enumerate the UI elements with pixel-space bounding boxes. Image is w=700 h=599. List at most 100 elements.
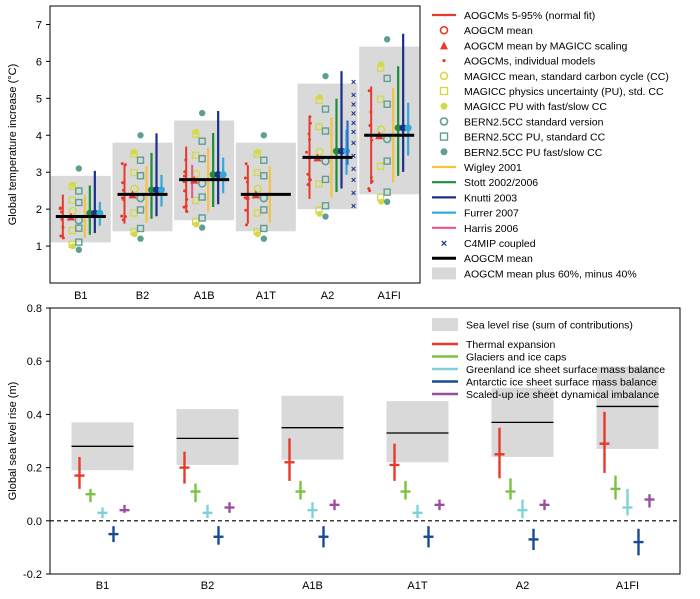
furrer-2007-mean-b1 <box>96 209 104 217</box>
y-tick-label: 0.6 <box>27 356 42 368</box>
individual-model-dot <box>367 89 371 93</box>
magicc-fastslow-b2 <box>131 148 138 155</box>
x-tick-label-a1fi: A1FI <box>378 290 401 302</box>
y-tick-label: 3 <box>36 167 42 179</box>
range-box-b2 <box>112 142 173 232</box>
y-tick-label: 2 <box>36 204 42 216</box>
bern-fastslow-low-a2 <box>322 213 329 220</box>
individual-model-dot <box>370 138 374 142</box>
c4mip-cross: × <box>351 90 356 100</box>
sea-level-panel: -0.2 0.0 0.2 0.4 0.6 0.8 Global sea level rise… <box>7 303 681 592</box>
legend-symbol-magicc-pu-with-fast-slow-cc <box>440 102 448 110</box>
individual-model-dot <box>185 197 189 201</box>
magicc-mean-a2 <box>315 147 324 157</box>
y-tick-label: 0.8 <box>27 303 42 315</box>
plot-frame <box>49 5 421 284</box>
magicc-fastslow-b2 <box>131 231 138 238</box>
magicc-fastslow-a1fi <box>378 61 385 68</box>
magicc-mean-a1fi <box>376 125 386 135</box>
bern-pu-b1 <box>75 187 83 195</box>
magicc-pu-a2 <box>315 122 323 131</box>
individual-model-dot <box>123 215 127 219</box>
bern-pu-a1fi <box>383 188 391 196</box>
y-tick-label: 0.4 <box>27 409 42 421</box>
bern-fastslow-high-a1t <box>260 132 268 139</box>
bern-fastslow-high-b1 <box>75 165 83 172</box>
legend-label-magicc-mean-standard-carbon-cycle-cc: MAGICC mean, standard carbon cycle (CC) <box>464 71 669 83</box>
bern-pu-a2 <box>321 105 330 113</box>
c4mip-cross: × <box>351 109 356 119</box>
bern-fastslow-high-a2 <box>322 72 329 80</box>
magicc-pu-a1fi <box>376 95 385 103</box>
bern-pu-a2 <box>321 127 330 135</box>
individual-model-dot <box>306 183 310 187</box>
individual-model-dot <box>121 218 125 222</box>
bern-pu-a1b <box>198 137 206 145</box>
legend-symbol-sea-level-sum <box>432 318 458 331</box>
bern-pu-a1fi <box>383 74 391 83</box>
bern-pu-a1t <box>260 224 268 233</box>
individual-model-dot <box>184 158 188 162</box>
furrer-2007-mean-b2 <box>158 186 165 194</box>
individual-model-dot <box>120 214 124 218</box>
legend-label-aogcm-mean: AOGCM mean <box>464 25 533 37</box>
legend-label-aogcms-individual-models: AOGCMs, individual models <box>464 56 595 68</box>
magicc-pu-a2 <box>315 180 323 188</box>
legend-symbol-aogcm-mean-plus-60-minus-40 <box>432 267 456 280</box>
individual-model-dot <box>369 110 373 114</box>
x-tick-label-a1t: A1T <box>407 580 427 592</box>
temperature-legend: AOGCMs 5-95% (normal fit) AOGCM mean AOGCM… <box>432 10 669 280</box>
legend-label-bern2-5cc-pu-standard-cc: BERN2.5CC PU, standard CC <box>464 132 606 144</box>
magicc-fastslow-b1 <box>69 181 76 188</box>
bern-pu-a1t <box>260 206 268 214</box>
legend-label-harris-2006: Harris 2006 <box>464 223 518 235</box>
legend-label-sea-level-sum: Sea level rise (sum of contributions) <box>466 320 633 332</box>
individual-model-dot <box>185 209 189 213</box>
legend-label-aogcm-mean-plus-60-minus-40: AOGCM mean plus 60%, minus 40% <box>464 268 637 280</box>
knutti-2003-mean-b2 <box>153 186 160 194</box>
x-tick-label-a1t: A1T <box>256 290 276 302</box>
magicc-fastslow-a2 <box>316 94 323 101</box>
bern-pu-a2 <box>321 202 330 210</box>
bern-fastslow-low-b2 <box>137 235 144 242</box>
bern-pu-b2 <box>136 172 145 180</box>
bern-pu-a1b <box>198 214 206 222</box>
legend-symbol-bern2-5cc-standard-version <box>439 117 449 126</box>
bern-pu-a1b <box>198 193 206 201</box>
individual-model-dot <box>182 174 186 178</box>
range-box-a1fi <box>359 46 420 195</box>
individual-model-dot <box>61 236 65 240</box>
x-tick-label-a1fi: A1FI <box>616 580 639 592</box>
knutti-2003-mean-a2 <box>338 147 345 155</box>
individual-model-dot <box>59 234 63 238</box>
range-box-a1b <box>174 120 235 221</box>
sea-level-sum-box-a1t <box>386 401 449 463</box>
legend-label-c4mip-coupled: C4MIP coupled <box>464 238 536 250</box>
individual-model-dot <box>183 189 187 193</box>
magicc-fastslow-b1 <box>69 243 76 250</box>
sea-level-sum-box-a1fi <box>596 366 659 449</box>
individual-model-dot <box>244 208 248 212</box>
individual-model-dot <box>308 121 312 125</box>
x-tick-label-b1: B1 <box>74 290 87 302</box>
magicc-fastslow-a1b <box>193 128 200 135</box>
magicc-fastslow-a2 <box>316 210 323 217</box>
individual-model-dot <box>244 162 248 166</box>
bern-pu-a1fi <box>383 157 391 165</box>
individual-model-dot <box>182 205 186 209</box>
legend-label-thermal-expansion: Thermal expansion <box>466 339 555 351</box>
c4mip-cross: × <box>351 188 356 198</box>
individual-model-dot <box>245 196 249 200</box>
individual-model-dot <box>184 204 188 208</box>
individual-model-dot <box>59 210 63 214</box>
x-tick-label-b2: B2 <box>201 580 214 592</box>
individual-model-dot <box>123 163 127 167</box>
legend-symbol-magicc-mean-standard-carbon-cycle-cc <box>439 71 449 81</box>
legend-symbol-c4mip-coupled: × <box>441 238 447 250</box>
stott-2002-2006-mean-b2 <box>148 186 155 194</box>
y-axis-label: Global temperature increase (°C) <box>7 64 19 226</box>
legend-label-stott-2002-2006: Stott 2002/2006 <box>464 177 538 189</box>
legend-label-magicc-pu-with-fast-slow-cc: MAGICC PU with fast/slow CC <box>464 101 607 113</box>
